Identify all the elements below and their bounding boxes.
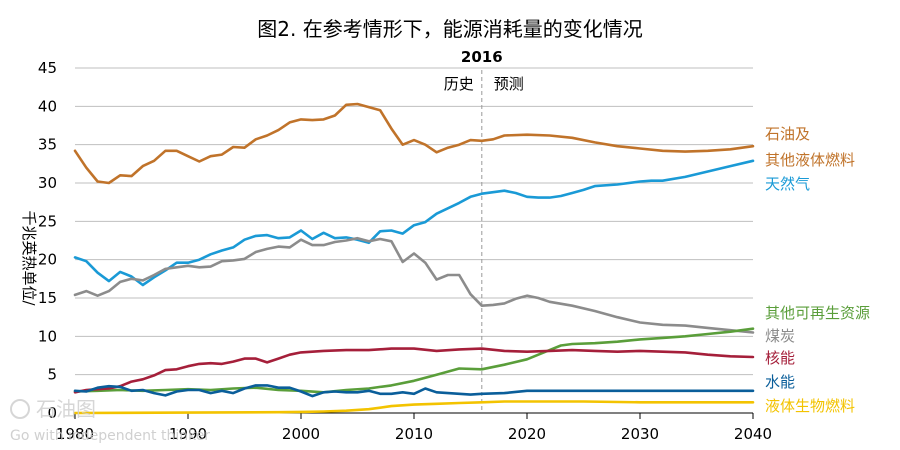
series-line-coal (73, 236, 755, 334)
y-tick-label: 30 (38, 174, 57, 192)
series-label-oil: 其他液体燃料 (765, 151, 855, 169)
y-axis-label: 千兆英热单位/ (20, 210, 38, 306)
chart-title: 图2. 在参考情形下，能源消耗量的变化情况 (257, 17, 642, 41)
y-tick-label: 45 (38, 59, 57, 77)
series-lines (73, 102, 755, 415)
watermark: 石油图 Go with independent thinker (10, 397, 210, 444)
series-line-liquid_biofuels (73, 400, 755, 415)
series-line-other_renewables (73, 327, 755, 394)
x-tick-label: 2020 (508, 425, 546, 443)
watermark-logo-icon (10, 399, 30, 419)
y-tick-label: 15 (38, 289, 57, 307)
divider-year-label: 2016 (461, 48, 503, 66)
watermark-brand: 石油图 (36, 397, 96, 421)
y-tick-label: 20 (38, 251, 57, 269)
series-line-natural_gas (73, 159, 755, 287)
history-label: 历史 (444, 75, 474, 93)
watermark-tagline: Go with independent thinker (10, 428, 210, 444)
x-axis-ticks: 1980 1990 2000 2010 2020 2030 2040 (56, 413, 772, 443)
y-tick-label: 40 (38, 97, 57, 115)
series-line-hydro (73, 384, 755, 398)
gridlines (75, 67, 753, 414)
series-label-coal: 煤炭 (765, 327, 795, 345)
y-tick-label: 25 (38, 212, 57, 230)
x-tick-label: 2000 (282, 425, 320, 443)
history-projection-divider: 2016 历史 预测 (444, 48, 524, 413)
x-tick-label: 1990 (169, 425, 207, 443)
x-tick-label: 1980 (56, 425, 94, 443)
series-label-other_renewables: 其他可再生资源 (765, 304, 870, 322)
y-tick-label: 0 (47, 404, 57, 422)
x-tick-label: 2040 (734, 425, 772, 443)
x-tick-label: 2030 (621, 425, 659, 443)
y-axis-ticks: 0 5 10 15 20 25 30 35 40 45 (38, 59, 57, 422)
x-tick-label: 2010 (395, 425, 433, 443)
series-label-oil: 石油及 (765, 125, 810, 143)
y-tick-label: 10 (38, 327, 57, 345)
series-label-hydro: 水能 (765, 373, 795, 391)
projection-label: 预测 (494, 75, 524, 93)
series-line-nuclear (73, 347, 755, 394)
series-label-natural_gas: 天然气 (765, 175, 810, 193)
y-tick-label: 5 (47, 366, 57, 384)
series-label-liquid_biofuels: 液体生物燃料 (765, 397, 855, 415)
series-label-nuclear: 核能 (765, 349, 795, 367)
series-line-oil (73, 102, 755, 185)
y-tick-label: 35 (38, 136, 57, 154)
